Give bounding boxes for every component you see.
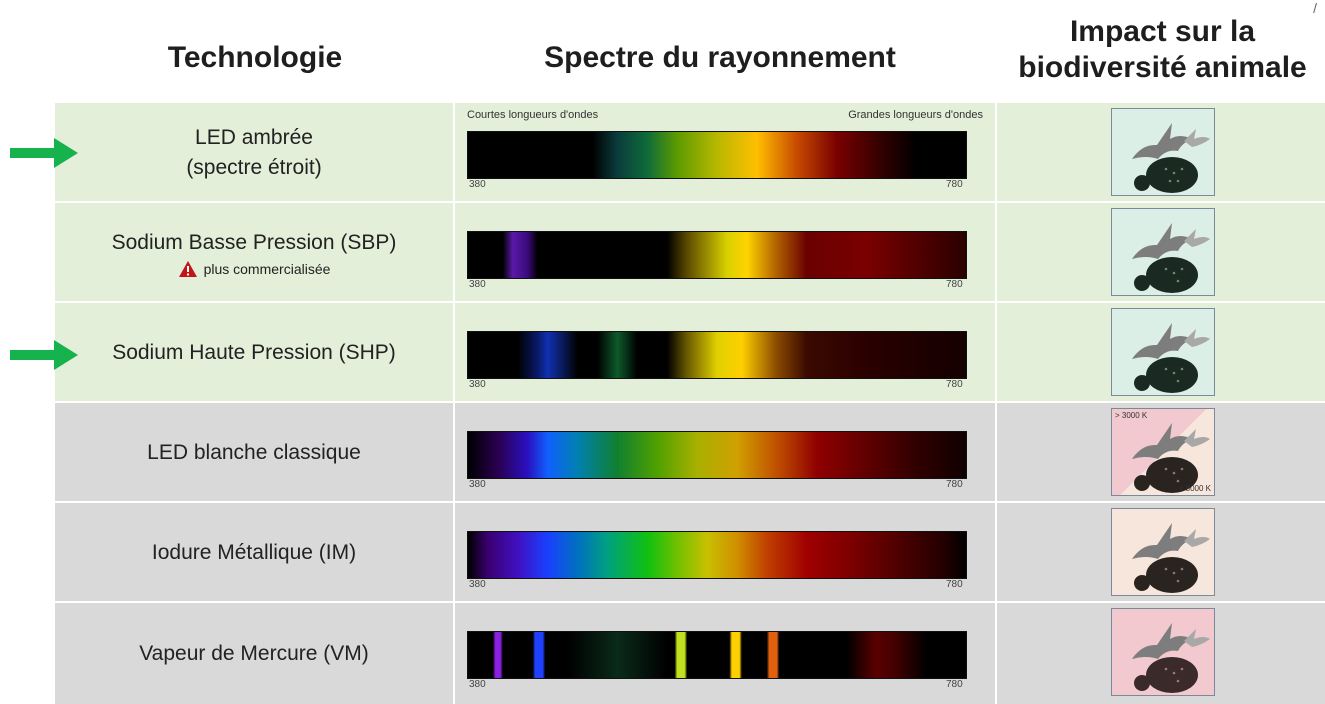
impact-pictogram: > 3000 K < 3000 K xyxy=(1111,408,1215,496)
highlight-arrow-icon xyxy=(10,138,78,168)
tick-max: 780 xyxy=(946,379,963,390)
spectrum-bar xyxy=(467,131,967,179)
tick-min: 380 xyxy=(469,679,486,690)
impact-cell xyxy=(997,203,1325,303)
impact-pictogram xyxy=(1111,308,1215,396)
tick-min: 380 xyxy=(469,279,486,290)
tick-min: 380 xyxy=(469,579,486,590)
corner-mark: / xyxy=(1313,0,1317,16)
short-wavelength-label: Courtes longueurs d'ondes xyxy=(467,109,599,121)
table-row: LED blanche classique 380 780 > 3000 K <… xyxy=(55,403,1325,503)
spectrum-cell: Courtes longueurs d'ondes Grandes longue… xyxy=(453,103,995,203)
header-impact: Impact sur la biodiversité animale xyxy=(1000,14,1325,86)
discontinued-note: plus commercialisée xyxy=(178,260,331,278)
technology-cell: LED blanche classique xyxy=(55,403,453,503)
impact-cell xyxy=(997,603,1325,704)
animal-silhouettes-icon xyxy=(1132,623,1210,693)
animal-silhouettes-icon xyxy=(1132,323,1210,393)
spectrum-bar xyxy=(467,431,967,479)
animal-silhouettes-icon xyxy=(1132,423,1210,493)
warning-icon xyxy=(178,261,197,277)
technology-name-detail: (spectre étroit) xyxy=(186,156,322,179)
spectrum-cell: 380 780 xyxy=(453,203,995,303)
animal-silhouettes-icon xyxy=(1132,123,1210,193)
table-header: Technologie Spectre du rayonnement Impac… xyxy=(0,0,1325,103)
spectrum-bar xyxy=(467,631,967,679)
spectrum-bar xyxy=(467,531,967,579)
impact-cell: > 3000 K < 3000 K xyxy=(997,403,1325,503)
technology-cell: Sodium Basse Pression (SBP) plus commerc… xyxy=(55,203,453,303)
animal-silhouettes-icon xyxy=(1132,523,1210,593)
impact-pictogram xyxy=(1111,508,1215,596)
spectrum-cell: 380 780 xyxy=(453,403,995,503)
technology-name: Vapeur de Mercure (VM) xyxy=(139,641,369,665)
header-impact-line1: Impact sur la xyxy=(1069,15,1256,48)
tick-min: 380 xyxy=(469,379,486,390)
tick-max: 780 xyxy=(946,279,963,290)
impact-pictogram xyxy=(1111,208,1215,296)
header-impact-line2: biodiversité animale xyxy=(1018,51,1307,84)
tick-max: 780 xyxy=(946,179,963,190)
impact-pictogram xyxy=(1111,108,1215,196)
spectrum-bar xyxy=(467,231,967,279)
animal-silhouettes-icon xyxy=(1132,223,1210,293)
technology-cell: Vapeur de Mercure (VM) xyxy=(55,603,453,704)
long-wavelength-label: Grandes longueurs d'ondes xyxy=(848,109,983,121)
table-row: LED ambrée (spectre étroit) Courtes long… xyxy=(55,103,1325,203)
table-row: Sodium Haute Pression (SHP) 380 780 xyxy=(55,303,1325,403)
tick-max: 780 xyxy=(946,679,963,690)
technology-cell: LED ambrée (spectre étroit) xyxy=(55,103,453,203)
technology-cell: Iodure Métallique (IM) xyxy=(55,503,453,603)
tick-min: 380 xyxy=(469,479,486,490)
spectrum-bar xyxy=(467,331,967,379)
impact-pictogram xyxy=(1111,608,1215,696)
table-row: Vapeur de Mercure (VM) 380 780 xyxy=(55,603,1325,704)
technology-name: Sodium Haute Pression (SHP) xyxy=(112,341,396,364)
tick-max: 780 xyxy=(946,579,963,590)
discontinued-note-text: plus commercialisée xyxy=(203,261,331,277)
technology-name: LED blanche classique xyxy=(147,441,361,464)
tick-min: 380 xyxy=(469,179,486,190)
highlight-arrow-icon xyxy=(10,340,78,370)
spectrum-cell: 380 780 xyxy=(453,303,995,403)
impact-label-high: > 3000 K xyxy=(1115,411,1148,420)
impact-cell xyxy=(997,503,1325,603)
technology-name: Sodium Basse Pression (SBP) xyxy=(111,231,397,254)
impact-cell xyxy=(997,103,1325,203)
table-row: Iodure Métallique (IM) 380 780 xyxy=(55,503,1325,603)
header-spectre: Spectre du rayonnement xyxy=(544,41,896,74)
tick-max: 780 xyxy=(946,479,963,490)
technology-cell: Sodium Haute Pression (SHP) xyxy=(55,303,453,403)
table-row: Sodium Basse Pression (SBP) plus commerc… xyxy=(55,203,1325,303)
spectrum-cell: 380 780 xyxy=(453,503,995,603)
impact-label-low: < 3000 K xyxy=(1178,484,1211,493)
header-technologie: Technologie xyxy=(167,41,343,74)
technology-name: LED ambrée xyxy=(195,126,313,149)
spectrum-cell: 380 780 xyxy=(453,603,995,704)
impact-cell xyxy=(997,303,1325,403)
technology-name: Iodure Métallique (IM) xyxy=(151,541,357,564)
